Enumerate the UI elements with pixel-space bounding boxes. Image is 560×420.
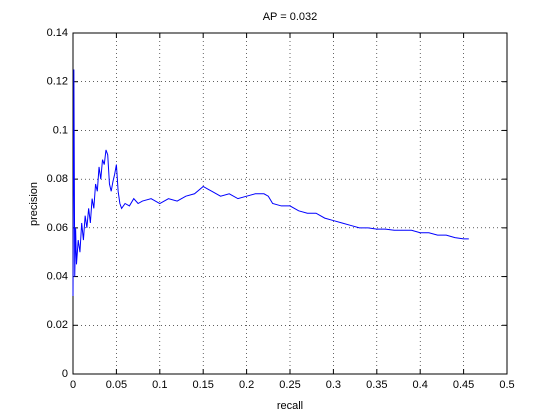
y-tick-label: 0.1: [53, 124, 68, 136]
x-tick-label: 0.25: [279, 379, 300, 391]
x-tick-label: 0.15: [192, 379, 213, 391]
y-tick-label: 0: [62, 368, 68, 380]
data-line: [72, 69, 469, 297]
chart-title: AP = 0.032: [263, 11, 318, 23]
x-tick-label: 0.45: [453, 379, 474, 391]
x-tick-label: 0.4: [413, 379, 428, 391]
y-tick-label: 0.08: [47, 173, 68, 185]
y-tick-label: 0.04: [47, 270, 68, 282]
x-tick-label: 0.5: [499, 379, 514, 391]
x-axis-label: recall: [277, 400, 303, 412]
y-tick-label: 0.12: [47, 76, 68, 88]
x-tick-label: 0.05: [106, 379, 127, 391]
x-tick-label: 0.3: [326, 379, 341, 391]
x-tick-label: 0: [70, 379, 76, 391]
y-tick-label: 0.14: [47, 27, 68, 39]
x-tick-label: 0.1: [152, 379, 167, 391]
x-tick-label: 0.2: [239, 379, 254, 391]
y-tick-label: 0.06: [47, 222, 68, 234]
y-axis-label: precision: [28, 182, 40, 226]
y-tick-label: 0.02: [47, 319, 68, 331]
x-tick-label: 0.35: [366, 379, 387, 391]
